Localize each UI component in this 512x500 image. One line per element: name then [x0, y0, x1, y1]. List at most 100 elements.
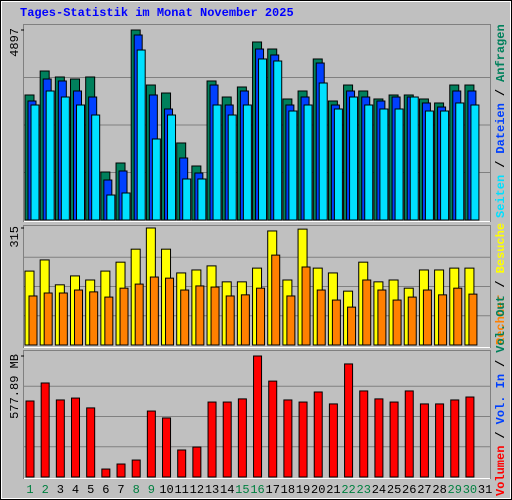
x-tick-label: 26: [402, 483, 416, 497]
bar: [86, 407, 96, 478]
x-tick-label: 14: [220, 483, 234, 497]
bar: [40, 382, 50, 478]
bar: [377, 289, 387, 346]
bar: [392, 299, 402, 346]
bar: [89, 291, 99, 346]
bar: [25, 400, 35, 478]
bar: [165, 277, 175, 346]
chart-title: Tages-Statistik im Monat November 2025: [20, 6, 294, 20]
legend-entry: Anfragen: [494, 24, 508, 82]
bar: [440, 110, 450, 221]
bar: [55, 399, 65, 478]
bar: [318, 82, 328, 221]
x-tick-label: 20: [311, 483, 325, 497]
legend-separator: /: [494, 89, 508, 96]
bar: [182, 178, 192, 221]
x-tick-label: 7: [117, 483, 124, 497]
x-tick-label: 9: [148, 483, 155, 497]
legend: Seiten / Dateien / Anfragen: [494, 24, 508, 218]
bar: [328, 403, 338, 478]
x-tick-label: 16: [250, 483, 264, 497]
bar: [71, 397, 81, 478]
bar: [45, 90, 55, 221]
bar: [192, 446, 202, 478]
bar: [136, 49, 146, 221]
bar: [362, 279, 372, 346]
legend: Volumen / Vol. In / Vol. Out: [494, 295, 508, 496]
bar: [389, 401, 399, 478]
bar: [422, 289, 432, 346]
x-tick-label: 6: [102, 483, 109, 497]
bar: [212, 104, 222, 221]
x-tick-label: 15: [235, 483, 249, 497]
bar: [455, 102, 465, 221]
y-max-label: 4897: [8, 28, 22, 57]
bar: [298, 401, 308, 478]
bar: [258, 58, 268, 221]
bar: [283, 399, 293, 478]
x-tick-label: 24: [372, 483, 386, 497]
bar: [419, 403, 429, 478]
legend: Rechner / Besuche: [494, 223, 508, 345]
x-tick-label: 11: [174, 483, 188, 497]
bar: [470, 104, 480, 221]
bar: [303, 104, 313, 221]
legend-separator: /: [494, 280, 508, 287]
legend-entry: Vol. Out: [494, 295, 508, 353]
bar: [43, 292, 53, 346]
bar: [359, 390, 369, 478]
x-tick-label: 10: [159, 483, 173, 497]
x-tick-label: 13: [205, 483, 219, 497]
x-tick-label: 27: [417, 483, 431, 497]
x-tick-label: 17: [266, 483, 280, 497]
legend-separator: /: [494, 161, 508, 168]
x-tick-label: 30: [463, 483, 477, 497]
bar: [177, 449, 187, 478]
bar: [106, 194, 116, 221]
x-tick-label: 4: [72, 483, 79, 497]
bar: [60, 96, 70, 221]
bar: [409, 96, 419, 221]
bar: [131, 459, 141, 478]
x-tick-label: 22: [341, 483, 355, 497]
bar: [450, 399, 460, 478]
legend-entry: Volumen: [494, 446, 508, 496]
bar: [180, 289, 190, 346]
bar: [134, 283, 144, 346]
legend-entry: Besuche: [494, 223, 508, 273]
bar: [74, 289, 84, 346]
x-tick-label: 31: [478, 483, 492, 497]
legend-separator: /: [494, 431, 508, 438]
bar: [121, 192, 131, 221]
bar: [288, 110, 298, 221]
bar: [101, 468, 111, 478]
bar: [30, 104, 40, 221]
x-tick-label: 12: [190, 483, 204, 497]
bar: [301, 266, 311, 346]
y-max-label: 577.89 MB: [8, 354, 22, 419]
bar: [379, 108, 389, 221]
bar: [240, 294, 250, 346]
bar: [424, 110, 434, 221]
bar: [273, 60, 283, 221]
y-max-label: 315: [8, 226, 22, 248]
x-tick-label: 29: [448, 483, 462, 497]
bar: [222, 401, 232, 478]
bar: [286, 295, 296, 346]
bar: [225, 295, 235, 346]
x-tick-label: 3: [57, 483, 64, 497]
bar: [374, 398, 384, 478]
bar: [316, 289, 326, 346]
bar: [91, 114, 101, 221]
bar: [271, 254, 281, 346]
bar: [349, 96, 359, 221]
bar: [76, 104, 86, 221]
bar: [197, 178, 207, 221]
x-tick-label: 23: [357, 483, 371, 497]
legend-entry: Vol. In: [494, 374, 508, 424]
bar: [313, 391, 323, 478]
bar: [116, 463, 126, 478]
